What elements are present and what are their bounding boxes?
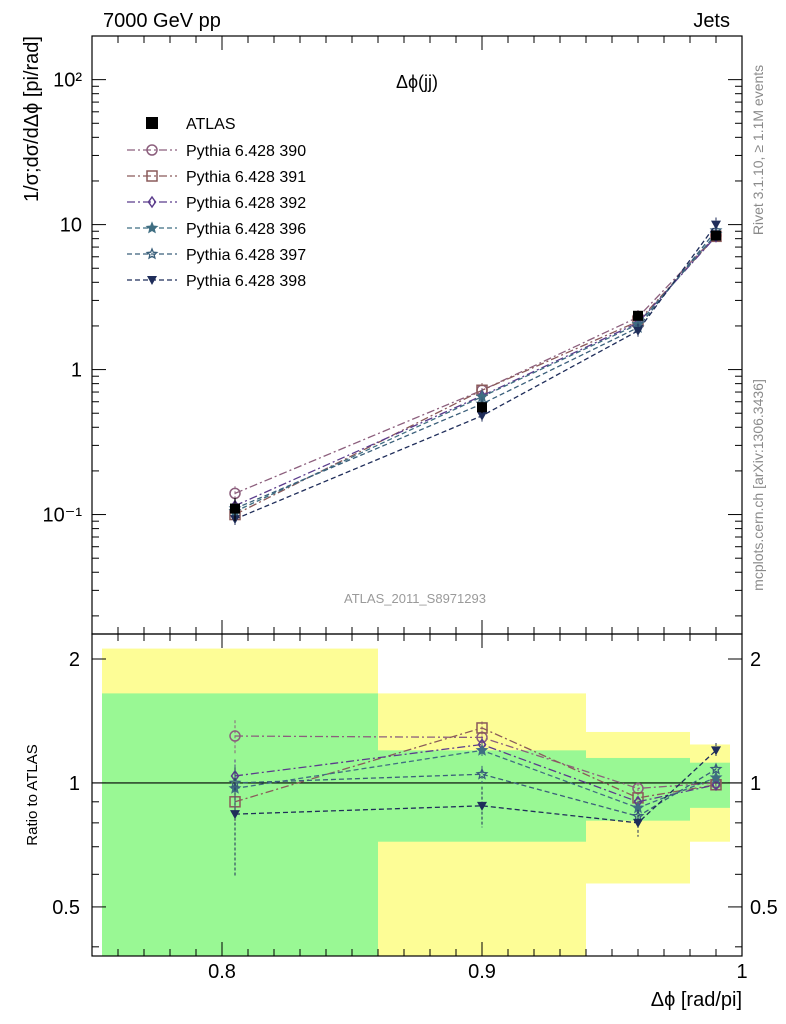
ratio-point (709, 762, 723, 775)
series-line (234, 235, 717, 494)
y-axis-label-ratio: Ratio to ATLAS (24, 744, 41, 845)
ratio-y-tick-label-right: 2 (750, 649, 761, 671)
series-point (711, 220, 721, 230)
atlas-point (477, 402, 487, 413)
legend-atlas-label: ATLAS (186, 116, 236, 133)
plot-title: Δϕ(jj) (396, 72, 438, 92)
ratio-axis-ticks: 0.5 0.5 1 1 2 2 0.8 0.9 1 (52, 634, 778, 983)
ratio-plot-frame (91, 633, 743, 957)
legend-marker (147, 195, 157, 209)
y-tick-label: 10² (53, 70, 82, 92)
series-line (234, 233, 717, 513)
ratio-series-line (234, 768, 717, 817)
ratio-point (631, 809, 645, 822)
ratio-y-tick-label: 0.5 (52, 897, 80, 919)
ratio-point (476, 722, 488, 734)
ratio-series-line (234, 735, 717, 790)
ratio-point (711, 778, 721, 792)
mcplots-label: mcplots.cern.ch [arXiv:1306.3436] (750, 379, 766, 591)
legend-label: Pythia 6.428 390 (186, 143, 306, 160)
x-tick-label: 0.9 (468, 961, 496, 983)
x-tick-label: 1 (736, 961, 747, 983)
ratio-y-tick-label: 2 (69, 649, 80, 671)
ratio-series-layer (228, 720, 723, 878)
ratio-y-tick-label: 1 (69, 773, 80, 795)
legend-label: Pythia 6.428 392 (186, 195, 306, 212)
legend: ATLAS Pythia 6.428 390 Pythia 6.428 391 Pyt… (127, 116, 306, 290)
legend-label: Pythia 6.428 396 (186, 221, 306, 238)
legend-atlas-marker (146, 117, 158, 129)
ratio-point (477, 801, 487, 811)
x-axis-label: Δϕ [rad/pi] (651, 989, 742, 1011)
green-band-bin (378, 750, 586, 842)
atlas-data-layer (230, 230, 721, 522)
ratio-point (633, 818, 643, 828)
y-tick-label: 10⁻¹ (43, 505, 83, 527)
atlas-point (230, 503, 240, 514)
ratio-point (711, 746, 721, 756)
series-point (477, 411, 487, 421)
y-tick-label: 10 (60, 215, 82, 237)
green-band-bin (102, 693, 378, 956)
series-line (234, 230, 717, 510)
analysis-watermark: ATLAS_2011_S8971293 (344, 591, 486, 606)
ratio-point (475, 743, 489, 756)
atlas-point (711, 230, 721, 241)
ratio-point (475, 767, 489, 780)
ratio-series-line (234, 727, 717, 803)
x-tick-label: 0.8 (208, 961, 236, 983)
legend-marker (146, 144, 158, 156)
ratio-series-line (234, 749, 717, 824)
legend-label: Pythia 6.428 397 (186, 247, 306, 264)
ratio-point (230, 810, 240, 820)
legend-marker (146, 170, 158, 182)
legend-label: Pythia 6.428 398 (186, 273, 306, 290)
series-point (633, 326, 643, 336)
legend-label: Pythia 6.428 391 (186, 169, 306, 186)
header-right: Jets (693, 10, 730, 32)
main-axis-ticks: 10⁻¹ 1 10 10² (43, 35, 743, 634)
rivet-label: Rivet 3.1.10, ≥ 1.1M events (750, 65, 766, 235)
ratio-y-tick-label-right: 1 (750, 773, 761, 795)
ratio-point (709, 770, 723, 784)
legend-marker (145, 221, 159, 234)
ratio-point (229, 730, 241, 742)
series-line (234, 235, 717, 507)
series-line (234, 224, 717, 520)
legend-marker (145, 247, 159, 260)
legend-marker (147, 276, 157, 285)
y-axis-label-main: 1/σ;dσ/dΔϕ [pi/rad] (21, 36, 43, 202)
atlas-point (633, 310, 643, 321)
ratio-series-line (234, 749, 717, 809)
y-tick-label: 1 (71, 360, 82, 382)
ratio-y-tick-label-right: 0.5 (750, 897, 778, 919)
header-left: 7000 GeV pp (103, 10, 221, 32)
series-line (234, 235, 717, 516)
